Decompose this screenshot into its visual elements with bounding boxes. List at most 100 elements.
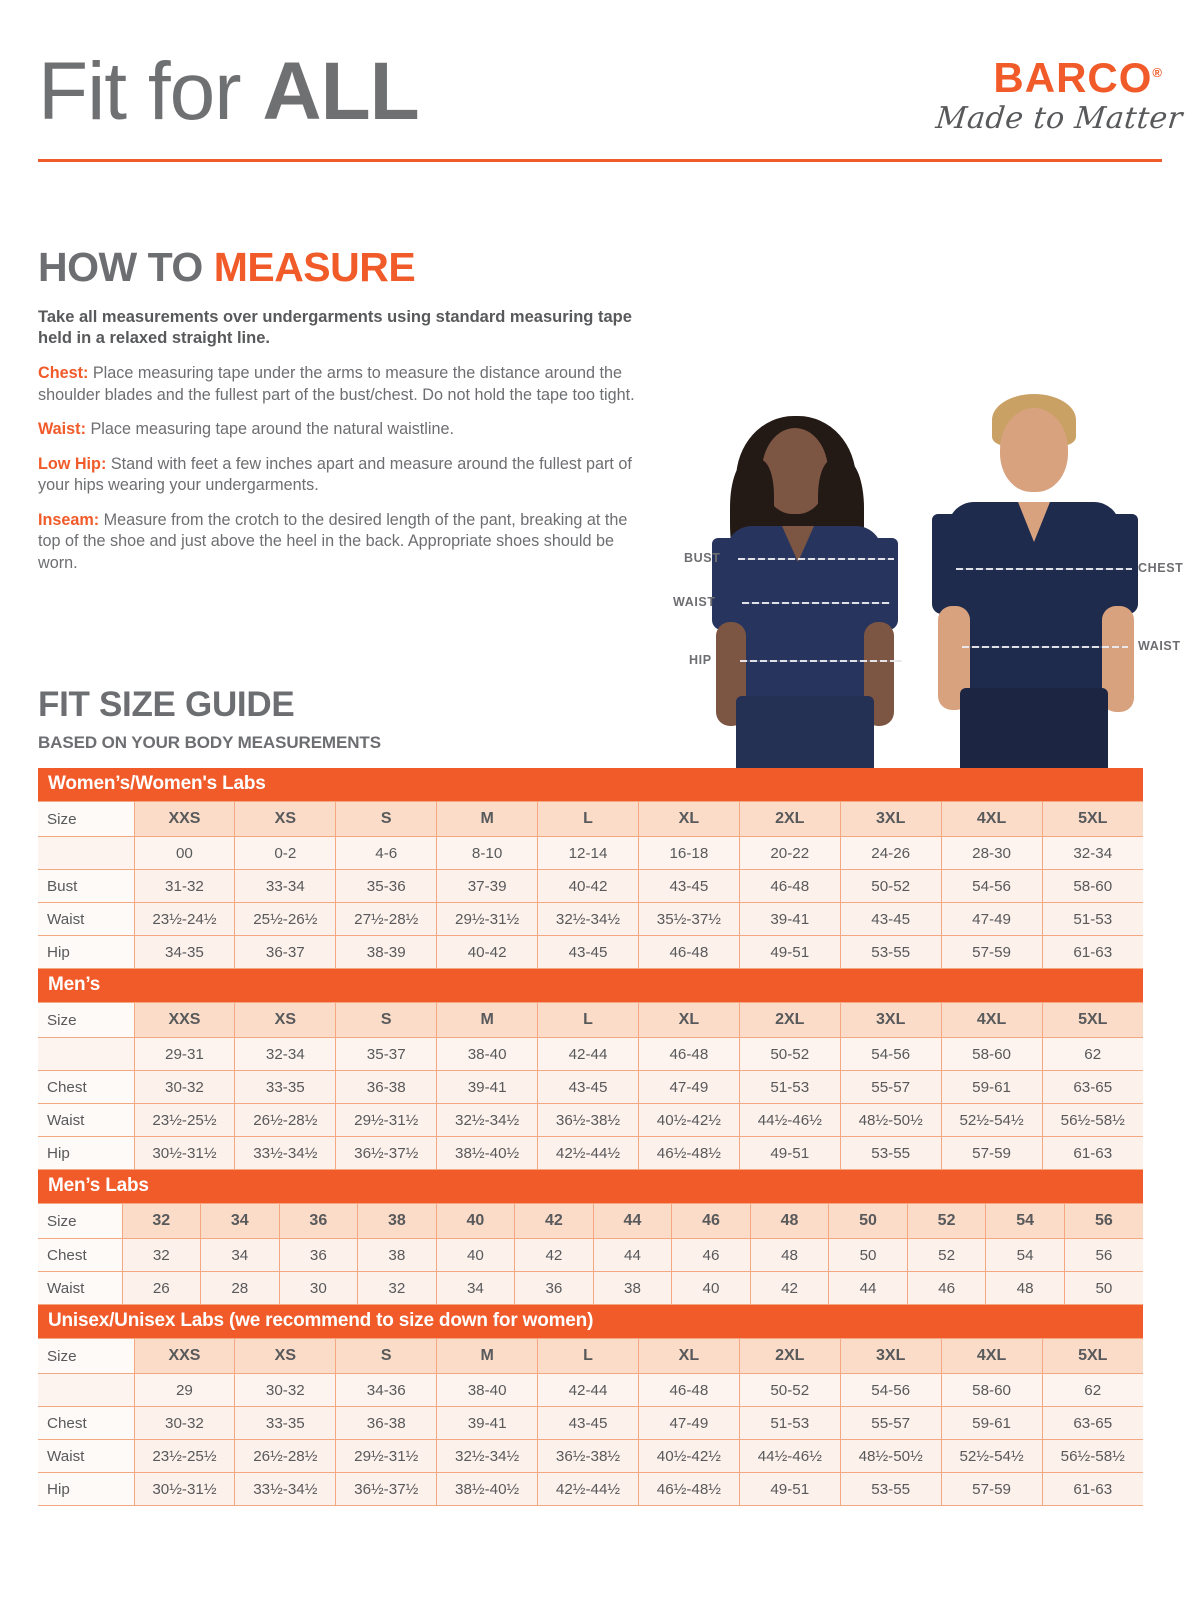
numeric-size-cell: 4-6 bbox=[335, 836, 438, 870]
male-sleeve-left bbox=[932, 514, 980, 614]
size-table: Size XXS XS S M L XL 2XL 3XL 4XL 5XL 29 30-32 34-36 38… bbox=[38, 1338, 1143, 1506]
measurement-cell: 40½-42½ bbox=[637, 1103, 740, 1137]
numeric-size-cell: 50-52 bbox=[738, 1373, 841, 1407]
size-header-cell: 34 bbox=[200, 1203, 280, 1239]
size-header-cell: 4XL bbox=[940, 1002, 1043, 1038]
measurement-cell: 36-38 bbox=[335, 1406, 438, 1440]
measurement-cell: 35½-37½ bbox=[637, 902, 740, 936]
measurement-cell: 39-41 bbox=[436, 1406, 539, 1440]
measurement-cell: 43-45 bbox=[839, 902, 942, 936]
measurement-cell: 46-48 bbox=[637, 935, 740, 969]
numeric-size-row: 29 30-32 34-36 38-40 42-44 46-48 50-52 54-56 58-… bbox=[38, 1373, 1143, 1407]
measurement-cell: 38-39 bbox=[335, 935, 438, 969]
measurement-cell: 61-63 bbox=[1041, 1136, 1143, 1170]
numeric-size-cell: 46-48 bbox=[637, 1037, 740, 1071]
barco-logo: BARCO® Made to Matter bbox=[934, 50, 1184, 158]
size-header-cell: 50 bbox=[828, 1203, 908, 1239]
numeric-size-cell: 38-40 bbox=[436, 1373, 539, 1407]
measurement-cell: 39-41 bbox=[436, 1070, 539, 1104]
measurement-cell: 27½-28½ bbox=[335, 902, 438, 936]
measurement-cell: 46½-48½ bbox=[637, 1136, 740, 1170]
measure-item-waist-text: Place measuring tape around the natural … bbox=[85, 420, 455, 438]
numeric-row-label bbox=[38, 1373, 135, 1407]
measurement-cell: 50 bbox=[828, 1238, 908, 1272]
measurement-cell: 40 bbox=[671, 1271, 751, 1305]
measurement-cell: 23½-25½ bbox=[133, 1103, 236, 1137]
measurement-cell: 42 bbox=[749, 1271, 830, 1305]
size-table-band: Men’s bbox=[38, 969, 1143, 1002]
measure-item-waist-label: Waist: bbox=[38, 420, 86, 438]
measurement-row-label: Waist bbox=[38, 1271, 123, 1305]
measurement-cell: 54 bbox=[985, 1238, 1065, 1272]
size-header-label: Size bbox=[38, 801, 135, 837]
brand-wordmark: BARCO® bbox=[936, 50, 1162, 101]
size-header-cell: 52 bbox=[906, 1203, 987, 1239]
measurement-row-label: Waist bbox=[38, 1439, 135, 1473]
measurement-cell: 32 bbox=[357, 1271, 437, 1305]
measurement-cell: 33-35 bbox=[234, 1070, 337, 1104]
numeric-size-cell: 34-36 bbox=[335, 1373, 438, 1407]
measurement-cell: 23½-24½ bbox=[133, 902, 236, 936]
measure-item-low-hip-text: Stand with feet a few inches apart and m… bbox=[38, 454, 632, 495]
measurement-row-label: Chest bbox=[38, 1406, 135, 1440]
size-header-cell: 3XL bbox=[839, 801, 942, 837]
measurement-cell: 44½-46½ bbox=[738, 1439, 841, 1473]
measurement-cell: 46½-48½ bbox=[637, 1472, 740, 1506]
numeric-size-cell: 24-26 bbox=[839, 836, 942, 870]
numeric-size-cell: 38-40 bbox=[436, 1037, 539, 1071]
measure-item-low-hip-label: Low Hip: bbox=[38, 454, 107, 473]
measure-item-chest-label: Chest: bbox=[38, 364, 89, 382]
size-header-cell: L bbox=[537, 1002, 639, 1038]
measurement-cell: 36-37 bbox=[234, 935, 337, 969]
measurement-cell: 63-65 bbox=[1041, 1070, 1143, 1104]
measurement-cell: 30-32 bbox=[133, 1070, 236, 1104]
measurement-cell: 32 bbox=[121, 1238, 202, 1272]
size-header-cell: 5XL bbox=[1041, 1338, 1143, 1374]
measurement-cell: 30½-31½ bbox=[133, 1472, 236, 1506]
size-header-cell: 54 bbox=[985, 1203, 1065, 1239]
measurement-cell: 37-39 bbox=[436, 869, 539, 903]
label-waist: WAIST bbox=[673, 595, 716, 609]
measurement-cell: 49-51 bbox=[738, 935, 841, 969]
size-header-cell: 2XL bbox=[738, 801, 841, 837]
measurement-cell: 38 bbox=[357, 1238, 437, 1272]
measurement-cell: 56½-58½ bbox=[1041, 1439, 1143, 1473]
table-row: Waist 23½-24½ 25½-26½ 27½-28½ 29½-31½ 32½-34½… bbox=[38, 902, 1143, 936]
measurement-cell: 26½-28½ bbox=[234, 1439, 337, 1473]
measure-item-inseam-label: Inseam: bbox=[38, 510, 100, 529]
table-row: Chest 30-32 33-35 36-38 39-41 43-45 47-49 51-53… bbox=[38, 1406, 1143, 1440]
measurement-row-label: Hip bbox=[38, 1472, 135, 1506]
size-header-row: Size XXS XS S M L XL 2XL 3XL 4XL 5XL bbox=[38, 1338, 1143, 1374]
measure-item-inseam-text: Measure from the crotch to the desired l… bbox=[38, 510, 628, 572]
measurement-cell: 63-65 bbox=[1041, 1406, 1143, 1440]
measurement-cell: 40 bbox=[435, 1238, 516, 1272]
header-divider bbox=[38, 159, 1162, 162]
measurement-cell: 26½-28½ bbox=[234, 1103, 337, 1137]
male-head bbox=[1000, 408, 1068, 492]
male-sleeve-right bbox=[1090, 514, 1138, 614]
tapeline-bust bbox=[738, 558, 894, 560]
size-table-group: Women’s/Women's Labs Size XXS XS S M L XL 2XL 3XL… bbox=[38, 768, 1143, 969]
measure-intro: Take all measurements over undergarments… bbox=[38, 308, 632, 347]
tapeline-hip bbox=[740, 660, 902, 662]
numeric-size-cell: 29-31 bbox=[133, 1037, 236, 1071]
measurement-cell: 49-51 bbox=[738, 1472, 841, 1506]
measurement-cell: 35-36 bbox=[335, 869, 438, 903]
size-table-group: Men’s Size XXS XS S M L XL 2XL 3XL 4XL 5XL 29-31 32-3… bbox=[38, 969, 1143, 1170]
measurement-cell: 29½-31½ bbox=[335, 1103, 438, 1137]
measurement-cell: 58-60 bbox=[1041, 869, 1143, 903]
size-header-cell: XXS bbox=[133, 801, 236, 837]
measurement-cell: 51-53 bbox=[1041, 902, 1143, 936]
female-v-neck bbox=[782, 526, 814, 562]
measurement-cell: 59-61 bbox=[940, 1406, 1043, 1440]
measurement-cell: 47-49 bbox=[637, 1406, 740, 1440]
size-header-cell: 4XL bbox=[940, 801, 1043, 837]
size-header-cell: 56 bbox=[1063, 1203, 1143, 1239]
measurement-cell: 57-59 bbox=[940, 1136, 1043, 1170]
brand-name: BARCO bbox=[993, 54, 1153, 101]
heading-accent: MEASURE bbox=[213, 244, 416, 290]
measurement-cell: 57-59 bbox=[940, 935, 1043, 969]
table-row: Hip 34-35 36-37 38-39 40-42 43-45 46-48 49-51 53… bbox=[38, 935, 1143, 969]
fit-size-guide-header: FIT SIZE GUIDE BASED ON YOUR BODY MEASUR… bbox=[38, 684, 738, 754]
measurement-cell: 55-57 bbox=[839, 1070, 942, 1104]
